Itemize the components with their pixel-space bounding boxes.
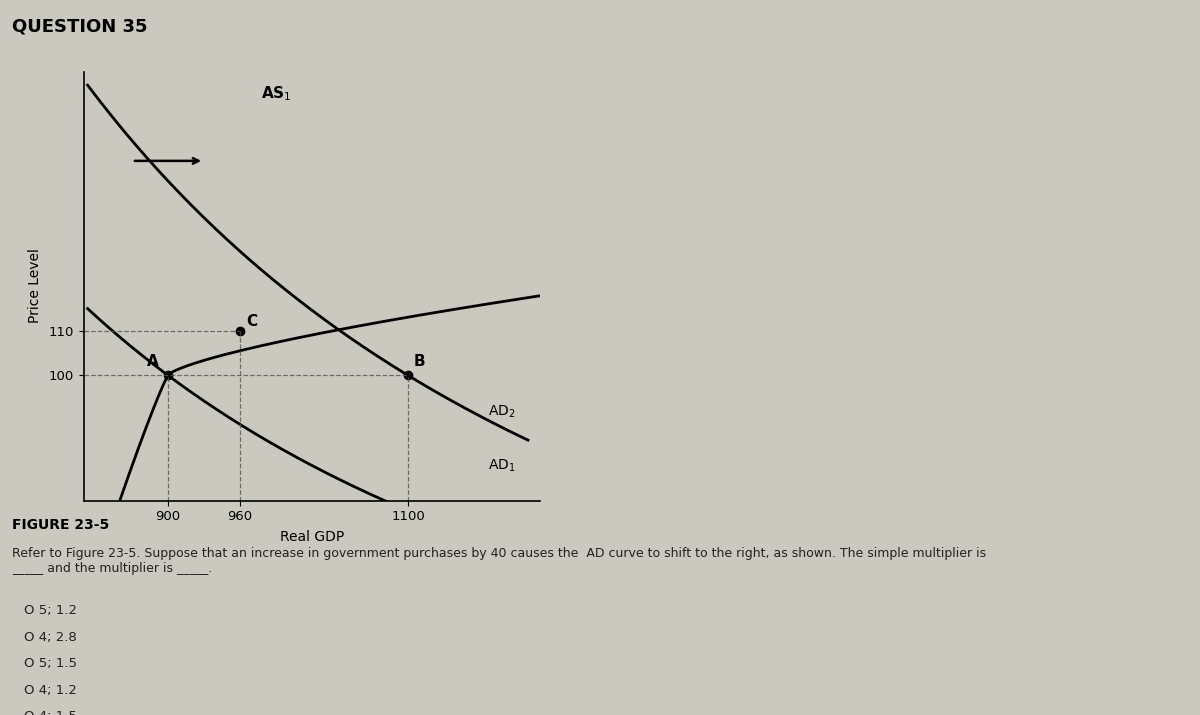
Text: A: A [146, 355, 158, 370]
X-axis label: Real GDP: Real GDP [280, 530, 344, 544]
Text: AD$_1$: AD$_1$ [488, 457, 516, 473]
Text: O 4; 1.5: O 4; 1.5 [24, 710, 77, 715]
Text: AD$_2$: AD$_2$ [488, 403, 516, 420]
Text: FIGURE 23-5: FIGURE 23-5 [12, 518, 109, 533]
Text: AS$_1$: AS$_1$ [260, 84, 292, 103]
Text: O 5; 1.5: O 5; 1.5 [24, 657, 77, 670]
Y-axis label: Price Level: Price Level [28, 249, 42, 323]
Text: O 4; 1.2: O 4; 1.2 [24, 684, 77, 696]
Text: O 4; 2.8: O 4; 2.8 [24, 631, 77, 644]
Text: C: C [246, 314, 257, 329]
Text: B: B [414, 355, 426, 370]
Text: QUESTION 35: QUESTION 35 [12, 18, 148, 36]
Text: O 5; 1.2: O 5; 1.2 [24, 604, 77, 617]
Text: Refer to Figure 23-5. Suppose that an increase in government purchases by 40 cau: Refer to Figure 23-5. Suppose that an in… [12, 547, 986, 575]
